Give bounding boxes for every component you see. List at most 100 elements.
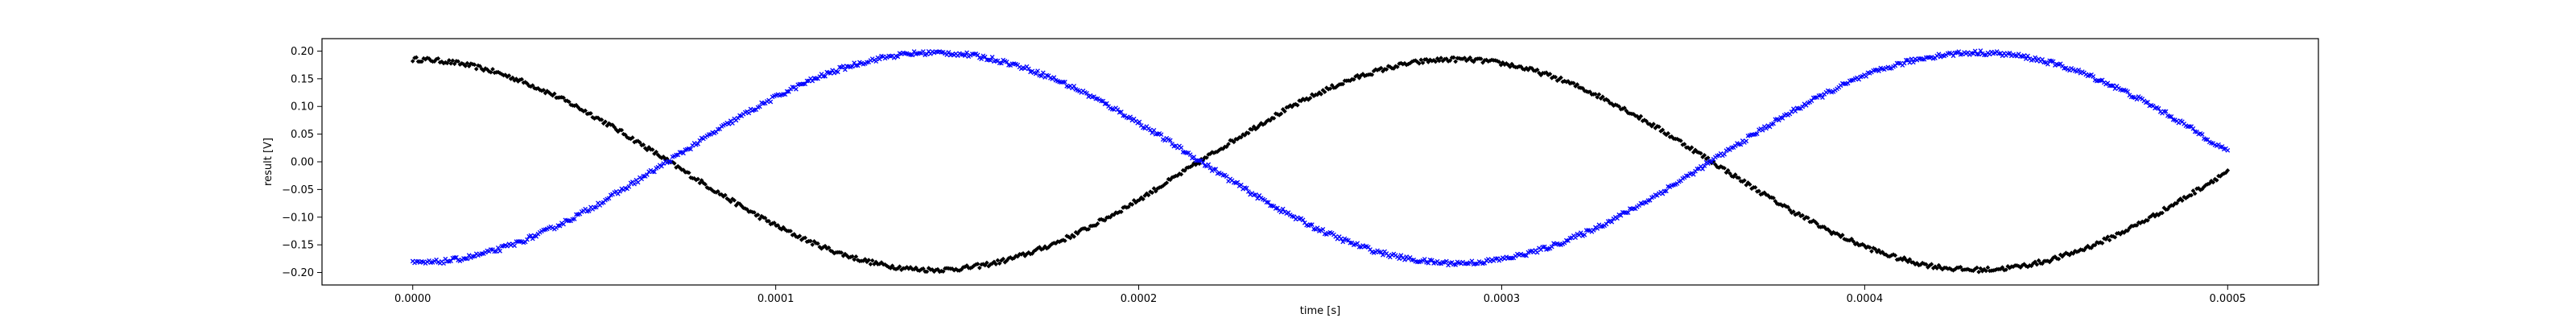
data-point — [1534, 67, 1540, 72]
data-point — [2145, 100, 2150, 105]
data-point — [772, 221, 777, 225]
data-point — [1780, 203, 1785, 208]
data-point — [456, 59, 460, 64]
data-point — [1351, 76, 1356, 82]
data-point — [924, 52, 930, 57]
data-point — [1622, 105, 1627, 110]
data-point — [921, 266, 926, 271]
data-point — [2154, 212, 2160, 217]
data-point — [1340, 81, 1346, 87]
data-point — [1026, 66, 1031, 72]
data-point — [1238, 182, 1244, 188]
data-point — [2112, 234, 2118, 240]
data-point — [815, 241, 820, 246]
data-point — [1593, 92, 1598, 97]
data-point — [868, 262, 873, 266]
data-point — [1327, 86, 1333, 91]
data-point — [488, 69, 493, 75]
data-point — [1951, 53, 1956, 59]
data-point — [641, 142, 646, 147]
data-point — [804, 78, 810, 84]
data-point — [654, 149, 658, 155]
data-point — [1618, 213, 1624, 218]
data-point — [1744, 138, 1749, 144]
data-point — [982, 54, 988, 60]
data-point — [2076, 249, 2082, 254]
data-point — [1013, 254, 1018, 258]
data-point — [1669, 134, 1674, 139]
data-point — [1102, 218, 1108, 223]
data-point — [1322, 89, 1327, 95]
data-point — [745, 207, 749, 212]
y-tick-label: 0.00 — [291, 157, 314, 169]
data-point — [1575, 82, 1580, 87]
data-point — [1604, 221, 1609, 227]
data-point — [1940, 266, 1945, 272]
data-point — [985, 260, 989, 266]
data-point — [1439, 56, 1443, 60]
data-point — [2163, 109, 2169, 114]
data-point — [593, 204, 599, 210]
data-point — [1700, 167, 1705, 171]
data-point — [2223, 170, 2228, 175]
data-point — [2050, 59, 2056, 64]
data-point — [968, 266, 973, 270]
data-point — [646, 145, 651, 150]
data-point — [1780, 116, 1785, 121]
data-point — [1936, 52, 1942, 57]
data-point — [1978, 48, 1984, 53]
data-point — [757, 217, 762, 221]
data-point — [1760, 127, 1765, 133]
data-point — [1264, 200, 1269, 205]
data-point — [1864, 245, 1868, 250]
data-point — [2034, 262, 2040, 267]
data-point — [969, 52, 975, 56]
data-point — [1616, 104, 1622, 109]
data-point — [839, 250, 844, 255]
data-point — [452, 61, 457, 67]
data-point — [2063, 250, 2069, 256]
data-point — [1115, 107, 1121, 113]
data-point — [1086, 226, 1092, 232]
data-point — [2069, 250, 2074, 256]
data-point — [2092, 242, 2098, 248]
data-point — [1965, 266, 1971, 272]
data-point — [2014, 263, 2020, 268]
series-2-points — [410, 48, 2231, 268]
data-point — [1167, 138, 1173, 143]
data-point — [894, 266, 898, 272]
data-point — [1736, 175, 1741, 180]
data-point — [1933, 264, 1938, 270]
data-point — [782, 92, 788, 97]
data-point — [1803, 214, 1809, 220]
data-point — [1104, 101, 1109, 106]
data-point — [973, 262, 979, 267]
data-point — [1625, 210, 1631, 216]
data-point — [752, 210, 757, 215]
x-axis-label: time [s] — [1300, 305, 1340, 317]
data-point — [1747, 182, 1752, 187]
y-axis-label: result [V] — [262, 138, 275, 186]
data-point — [1732, 143, 1738, 149]
data-point — [1958, 264, 1963, 270]
data-point — [1749, 186, 1754, 192]
data-point — [530, 83, 535, 88]
data-point — [1838, 234, 1843, 239]
data-point — [997, 261, 1002, 266]
data-point — [2023, 263, 2029, 269]
data-point — [1064, 233, 1069, 238]
data-point — [1150, 190, 1155, 196]
data-point — [2180, 198, 2185, 203]
data-point — [713, 190, 719, 195]
data-point — [576, 105, 580, 109]
data-point — [1813, 219, 1818, 225]
data-point — [1703, 156, 1709, 162]
data-point — [1482, 261, 1488, 266]
data-point — [1319, 92, 1323, 97]
data-point — [1191, 155, 1197, 159]
x-tick-label: 0.0005 — [2210, 293, 2247, 305]
data-point — [661, 154, 666, 159]
data-point — [717, 126, 722, 132]
data-point — [1644, 118, 1649, 124]
data-point — [840, 64, 846, 68]
